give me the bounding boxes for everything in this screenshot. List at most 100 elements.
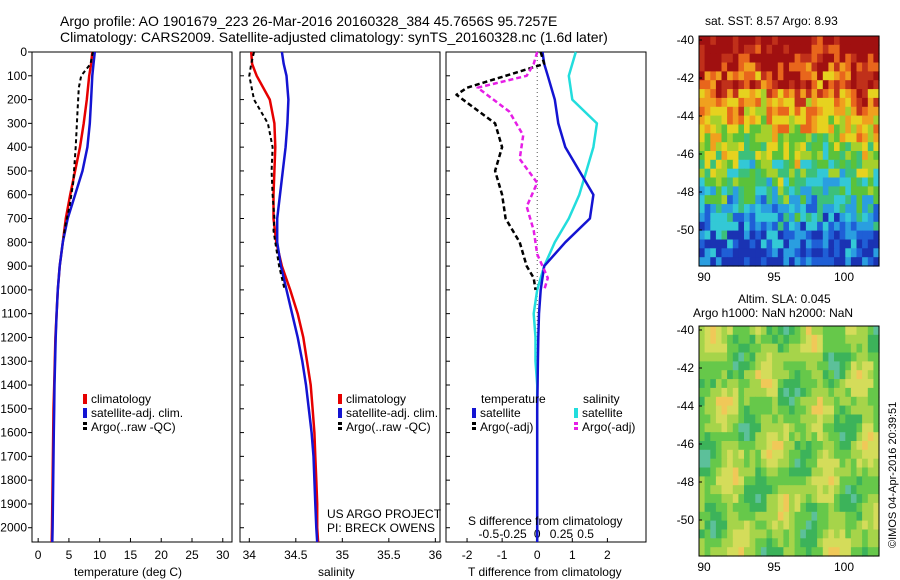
imos-footer: ©IMOS 04-Apr-2016 20:39:51 (887, 401, 899, 548)
depth-tick-label: 900 (7, 259, 27, 273)
diffS-x-tick-label: -0.25 (499, 527, 527, 541)
depth-tick-label: 1600 (0, 426, 27, 440)
diff-legend-temp-label: Argo(-adj) (480, 420, 533, 434)
sla-map-ytick-label: -50 (677, 513, 695, 527)
diffT-x-tick-label: 0 (534, 548, 541, 562)
sal-x-tick-label: 34.5 (284, 548, 308, 562)
diffT-x-tick-label: -1 (497, 548, 508, 562)
sla-map-ytick-label: -40 (677, 323, 695, 337)
depth-tick-label: 1300 (0, 354, 27, 368)
sla-map-ytick-label: -42 (677, 361, 695, 375)
sst-map-frame (698, 35, 880, 267)
sst-map-xtick-label: 100 (834, 270, 854, 284)
credit-line-2: PI: BRECK OWENS (327, 521, 436, 535)
sal-legend-label: satellite-adj. clim. (346, 406, 438, 420)
diffS-x-tick-label: 0.25 (550, 527, 574, 541)
depth-tick-label: 500 (7, 164, 27, 178)
sst-title: sat. SST: 8.57 Argo: 8.93 (705, 14, 838, 28)
depth-tick-label: 1100 (1, 307, 27, 321)
diff-legend-temp-title: temperature (481, 392, 546, 406)
sla-title-1: Altim. SLA: 0.045 (738, 292, 831, 306)
maps-layer: -40 -42 -44 -46 -48 -50 90 95 100 -40 -42 -44 -46 -48… (677, 33, 880, 574)
temp-xlabel: temperature (deg C) (74, 565, 183, 579)
sst-map-ytick-label: -48 (677, 185, 695, 199)
depth-tick-label: 400 (7, 140, 27, 154)
depth-tick-label: 700 (7, 212, 27, 226)
diff-legend-sal-title: salinity (583, 392, 620, 406)
temp-legend-label: Argo(..raw -QC) (91, 420, 176, 434)
sla-map-xtick-label: 95 (767, 560, 781, 574)
header-line-1: Argo profile: AO 1901679_223 26-Mar-2016… (60, 13, 558, 29)
sst-map (699, 36, 880, 267)
sla-map-ytick-label: -44 (677, 399, 695, 413)
temp-x-tick-label: 5 (66, 548, 73, 562)
depth-tick-label: 1200 (0, 330, 27, 344)
sst-map-ytick-label: -46 (677, 147, 695, 161)
temp-x-tick-label: 15 (124, 548, 138, 562)
diffT-x-tick-label: 2 (604, 548, 611, 562)
sst-map-ytick-label: -50 (677, 223, 695, 237)
panel-frame-2 (445, 51, 647, 543)
depth-tick-label: 0 (20, 45, 27, 59)
depth-tick-label: 1700 (0, 449, 27, 463)
depth-tick-label: 2000 (0, 521, 27, 535)
sal-legend-label: climatology (346, 392, 406, 406)
sst-map-ytick-label: -44 (677, 109, 695, 123)
depth-tick-label: 1900 (0, 497, 27, 511)
sal-xlabel: salinity (318, 565, 355, 579)
depth-tick-label: 1400 (0, 378, 27, 392)
depth-tick-label: 300 (7, 116, 27, 130)
lines-layer (50, 51, 599, 543)
depth-tick-label: 600 (7, 188, 27, 202)
temp-x-tick-label: 20 (155, 548, 169, 562)
temp-satellite-line (51, 51, 97, 543)
diffS-x-tick-label: 0.5 (577, 527, 594, 541)
credit-line-1: US ARGO PROJECT (327, 507, 442, 521)
sst-map-xtick-label: 95 (767, 270, 781, 284)
sal-argo-line (248, 51, 286, 291)
temp-x-tick-label: 0 (35, 548, 42, 562)
sst-map-xtick-label: 90 (697, 270, 711, 284)
sst-map-ytick-label: -42 (677, 71, 695, 85)
sla-map-ytick-label: -46 (677, 437, 695, 451)
axes-layer: 0100200300400500600700800900100011001200… (0, 45, 647, 562)
sla-title-2: Argo h1000: NaN h2000: NaN (693, 306, 854, 320)
sal-climatology-line (249, 51, 320, 543)
temp-x-tick-label: 25 (185, 548, 199, 562)
sst-map-ytick-label: -40 (677, 33, 695, 47)
sla-map-ytick-label: -48 (677, 475, 695, 489)
diff-toplabel: S difference from climatology (468, 514, 623, 528)
temp-legend-label: climatology (91, 392, 151, 406)
depth-tick-label: 1800 (0, 473, 27, 487)
diff-sal-argo-line (476, 51, 550, 291)
depth-tick-label: 200 (7, 93, 27, 107)
temp-legend-label: satellite-adj. clim. (91, 406, 183, 420)
sal-x-tick-label: 35.5 (377, 548, 401, 562)
temp-x-tick-label: 10 (93, 548, 107, 562)
sal-x-tick-label: 36 (429, 548, 443, 562)
diff-legend-sal-label: satellite (582, 406, 623, 420)
diffT-x-tick-label: -2 (462, 548, 473, 562)
panel-frame-0 (31, 51, 233, 543)
sla-map-frame (698, 325, 880, 557)
sla-map-xtick-label: 100 (834, 560, 854, 574)
panel-frame-1 (239, 51, 441, 543)
sal-x-tick-label: 35 (336, 548, 350, 562)
temp-x-tick-label: 30 (216, 548, 230, 562)
diffS-x-tick-label: -0.5 (478, 527, 499, 541)
diff-temp-satellite-line (535, 51, 595, 542)
diff-temp-argo-line (455, 51, 546, 291)
sal-x-tick-label: 34 (243, 548, 257, 562)
depth-tick-label: 1500 (0, 402, 27, 416)
diffT-x-tick-label: 1 (569, 548, 576, 562)
sla-map-xtick-label: 90 (697, 560, 711, 574)
header-line-2: Climatology: CARS2009. Satellite-adjuste… (60, 29, 608, 45)
diff-sal-satellite-line (532, 51, 599, 542)
diff-legend-sal-label: Argo(-adj) (582, 420, 635, 434)
sla-map (699, 326, 880, 557)
depth-tick-label: 800 (7, 235, 27, 249)
depth-tick-label: 100 (7, 69, 27, 83)
sal-legend-label: Argo(..raw -QC) (346, 420, 431, 434)
